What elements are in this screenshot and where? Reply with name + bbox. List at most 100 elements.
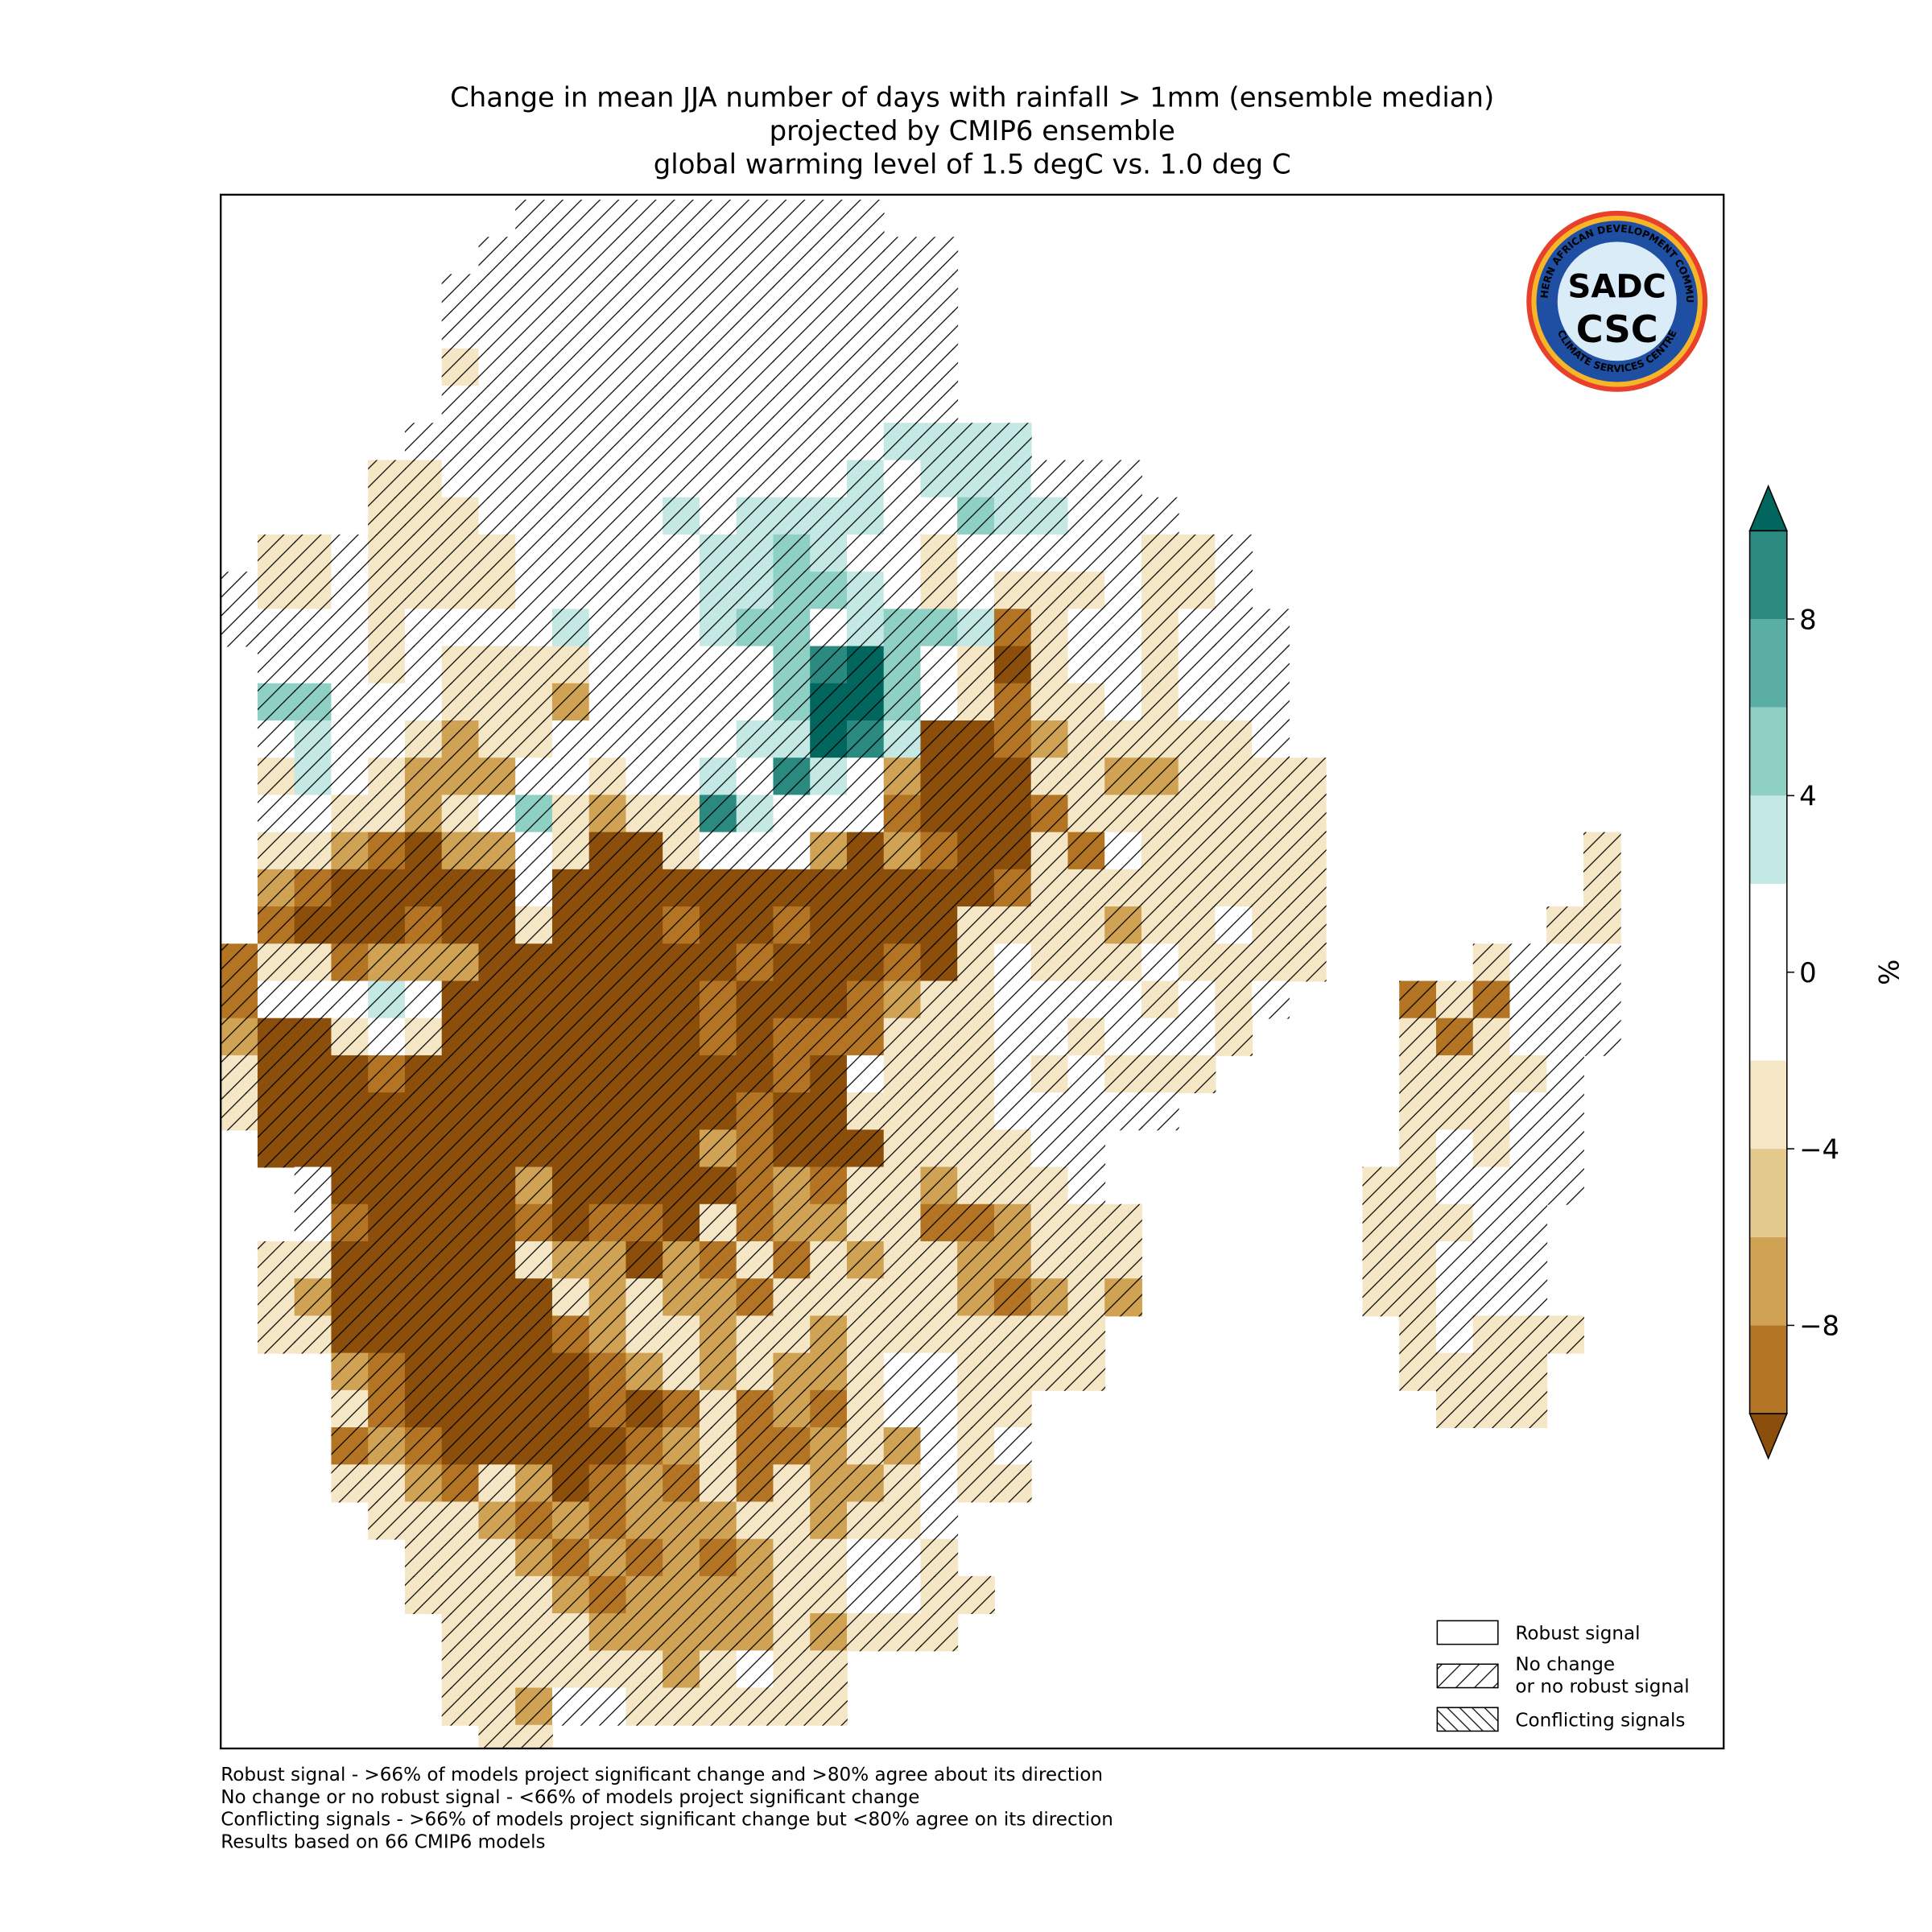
hatch-cell: [221, 1092, 258, 1131]
hatch-cell: [1104, 906, 1142, 945]
hatch-cell: [810, 1018, 848, 1056]
hatch-cell: [920, 1501, 959, 1540]
hatch-cell: [1252, 683, 1290, 721]
hatch-cell: [699, 758, 737, 796]
hatch-cell: [846, 1166, 885, 1205]
hatch-cell: [515, 497, 553, 535]
hatch-cell: [368, 534, 406, 573]
hatch-cell: [1435, 1389, 1474, 1428]
hatch-cell: [773, 1018, 811, 1056]
hatch-cell: [368, 1427, 406, 1466]
hatch-cell: [221, 1055, 258, 1094]
hatch-cell: [1067, 869, 1106, 907]
hatch-cell: [846, 1352, 885, 1391]
hatch-cell: [1399, 1092, 1437, 1131]
hatch-cell: [515, 460, 553, 498]
hatch-cell: [478, 1575, 517, 1615]
hatch-cell: [1546, 1018, 1584, 1056]
hatch-cell: [663, 1427, 700, 1466]
hatch-cell: [221, 609, 258, 647]
hatch-cell: [957, 1389, 995, 1428]
hatch-cell: [515, 869, 553, 907]
hatch-cell: [883, 1575, 922, 1615]
hatch-cell: [810, 1278, 848, 1317]
hatch-cell: [810, 1427, 848, 1466]
hatch-cell: [1362, 1166, 1401, 1205]
hatch-cell: [551, 1166, 590, 1205]
hatch-cell: [773, 460, 811, 498]
hatch-cell: [625, 1650, 664, 1689]
hatch-cell: [625, 1203, 664, 1242]
hatch-cell: [773, 311, 811, 349]
hatch-cell: [478, 980, 517, 1019]
hatch-cell: [699, 1538, 737, 1577]
hatch-cell: [441, 460, 480, 498]
hatch-cell: [588, 1278, 627, 1317]
hatch-cell: [1104, 683, 1142, 721]
colorbar-tick-label: 8: [1799, 604, 1817, 635]
hatch-cell: [515, 646, 553, 684]
hatch-cell: [699, 1203, 737, 1242]
hatch-cell: [810, 609, 848, 647]
hatch-cell: [1030, 460, 1069, 498]
hatch-cell: [663, 1501, 700, 1540]
hatch-cell: [699, 1613, 737, 1652]
hatch-cell: [699, 423, 737, 461]
hatch-cell: [404, 460, 443, 498]
hatch-cell: [663, 795, 700, 833]
hatch-cell: [810, 1055, 848, 1094]
hatch-cell: [699, 906, 737, 945]
hatch-cell: [294, 906, 332, 945]
hatch-cell: [625, 646, 664, 684]
hatch-cell: [441, 869, 480, 907]
hatch-cell: [993, 1241, 1032, 1280]
hatch-cell: [883, 1129, 922, 1168]
hatch-cell: [883, 572, 922, 610]
hatch-cell: [1067, 720, 1106, 759]
hatch-cell: [441, 1055, 480, 1094]
hatch-cell: [846, 1575, 885, 1615]
colorbar-segment: [1749, 795, 1787, 885]
hatch-cell: [957, 1018, 995, 1056]
hatch-cell: [551, 1055, 590, 1094]
colorbar-segment: [1749, 1325, 1787, 1414]
hatch-cell: [588, 1501, 627, 1540]
hatch-cell: [920, 497, 959, 535]
hatch-cell: [551, 1241, 590, 1280]
hatch-cell: [957, 1129, 995, 1168]
hatch-cell: [515, 1613, 553, 1652]
hatch-cell: [957, 534, 995, 573]
hatch-cell: [993, 1166, 1032, 1205]
hatch-cell: [736, 832, 774, 870]
hatch-cell: [1399, 1278, 1437, 1317]
hatch-cell: [1362, 1203, 1401, 1242]
hatch-cell: [773, 609, 811, 647]
hatch-cell: [1399, 1315, 1437, 1354]
hatch-cell: [1067, 1092, 1106, 1131]
hatch-cell: [368, 1241, 406, 1280]
hatch-cell: [920, 758, 959, 796]
hatch-cell: [588, 1389, 627, 1428]
hatch-cell: [588, 1538, 627, 1577]
hatch-cell: [588, 237, 627, 275]
hatch-cell: [773, 348, 811, 386]
hatch-cell: [1141, 646, 1179, 684]
hatch-cell: [551, 1427, 590, 1466]
hatch-cell: [1141, 795, 1179, 833]
hatch-cell: [1583, 943, 1621, 982]
hatch-cell: [736, 1575, 774, 1615]
hatch-cell: [1215, 906, 1253, 945]
hatch-cell: [257, 1092, 295, 1131]
hatch-cell: [846, 572, 885, 610]
hatch-cell: [1252, 980, 1290, 1019]
hatch-cell: [1141, 1055, 1179, 1094]
hatch-cell: [1435, 1203, 1474, 1242]
hatch-cell: [1435, 1166, 1474, 1205]
hatch-cell: [441, 348, 480, 386]
hatch-cell: [441, 683, 480, 721]
hatch-cell: [1178, 869, 1216, 907]
hatch-cell: [441, 1018, 480, 1056]
hatch-cell: [478, 1278, 517, 1317]
hatch-cell: [773, 1203, 811, 1242]
hatch-cell: [588, 572, 627, 610]
